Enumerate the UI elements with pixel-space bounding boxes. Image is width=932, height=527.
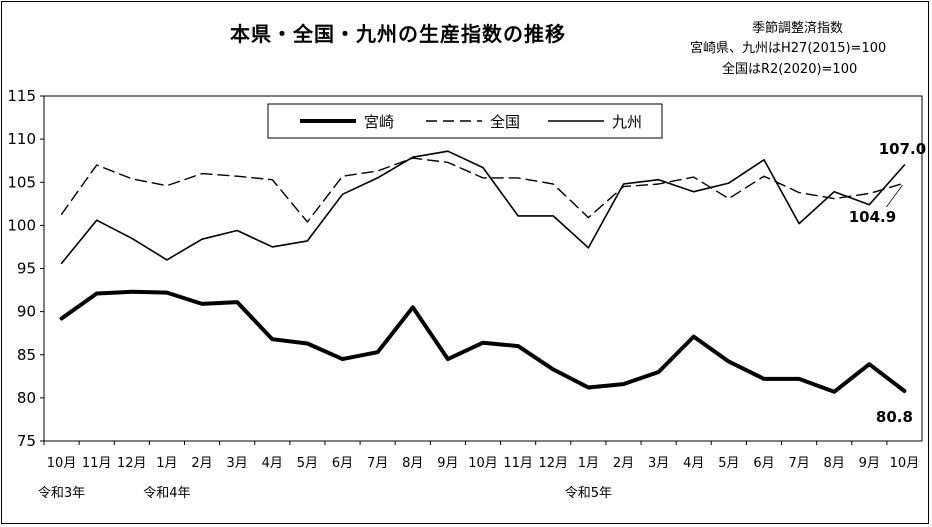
x-tick-label: 11月: [503, 456, 533, 471]
annotation-leader-national: [886, 184, 903, 208]
series-line-1: [59, 289, 907, 394]
era-label: 令和5年: [565, 486, 612, 501]
y-tick-label: 85: [17, 346, 36, 364]
x-tick-label: 9月: [859, 456, 880, 471]
y-tick-label: 105: [7, 173, 36, 191]
x-tick-label: 2月: [191, 456, 212, 471]
annotation-miyazaki-last: 80.8: [876, 408, 913, 426]
y-tick-label: 75: [17, 432, 36, 450]
chart-title: 本県・全国・九州の生産指数の推移: [230, 22, 566, 46]
x-tick-label: 4月: [262, 456, 283, 471]
x-tick-label: 7月: [788, 456, 809, 471]
x-tick-label: 9月: [437, 456, 458, 471]
y-tick-label: 110: [7, 130, 36, 148]
annotation-kyushu-last: 107.0: [879, 140, 926, 158]
x-tick-label: 8月: [824, 456, 845, 471]
y-tick-label: 100: [7, 216, 36, 234]
legend-label-1: 宮崎: [364, 113, 394, 131]
y-tick-label: 115: [7, 87, 36, 105]
note-base-year-miyazaki-kyushu: 宮崎県、九州はH27(2015)=100: [690, 41, 887, 56]
x-tick-label: 7月: [367, 456, 388, 471]
x-tick-label: 4月: [683, 456, 704, 471]
x-tick-label: 2月: [613, 456, 634, 471]
x-tick-label: 5月: [718, 456, 739, 471]
series-line-3: [60, 150, 906, 265]
x-tick-label: 8月: [402, 456, 423, 471]
legend-label-3: 九州: [612, 113, 642, 131]
plot-area-border: [43, 95, 923, 442]
y-tick-label: 80: [17, 389, 36, 407]
era-label: 令和4年: [143, 486, 190, 501]
x-tick-label: 12月: [117, 456, 147, 471]
x-tick-label: 3月: [648, 456, 669, 471]
legend-label-2: 全国: [490, 113, 520, 131]
x-tick-label: 10月: [890, 456, 920, 471]
annotation-national-last: 104.9: [849, 208, 896, 226]
x-tick-label: 3月: [227, 456, 248, 471]
x-tick-label: 1月: [578, 456, 599, 471]
note-base-year-national: 全国はR2(2020)=100: [722, 62, 858, 77]
x-tick-label: 1月: [156, 456, 177, 471]
y-tick-label: 95: [17, 260, 36, 278]
x-tick-label: 10月: [47, 456, 77, 471]
x-tick-label: 11月: [82, 456, 112, 471]
x-tick-label: 5月: [297, 456, 318, 471]
x-tick-label: 12月: [538, 456, 568, 471]
y-tick-label: 90: [17, 303, 36, 321]
series-line-2: [60, 157, 906, 223]
era-label: 令和3年: [38, 486, 85, 501]
x-tick-label: 6月: [753, 456, 774, 471]
note-seasonal-adjustment: 季節調整済指数: [752, 21, 844, 36]
x-tick-label: 10月: [468, 456, 498, 471]
x-tick-label: 6月: [332, 456, 353, 471]
